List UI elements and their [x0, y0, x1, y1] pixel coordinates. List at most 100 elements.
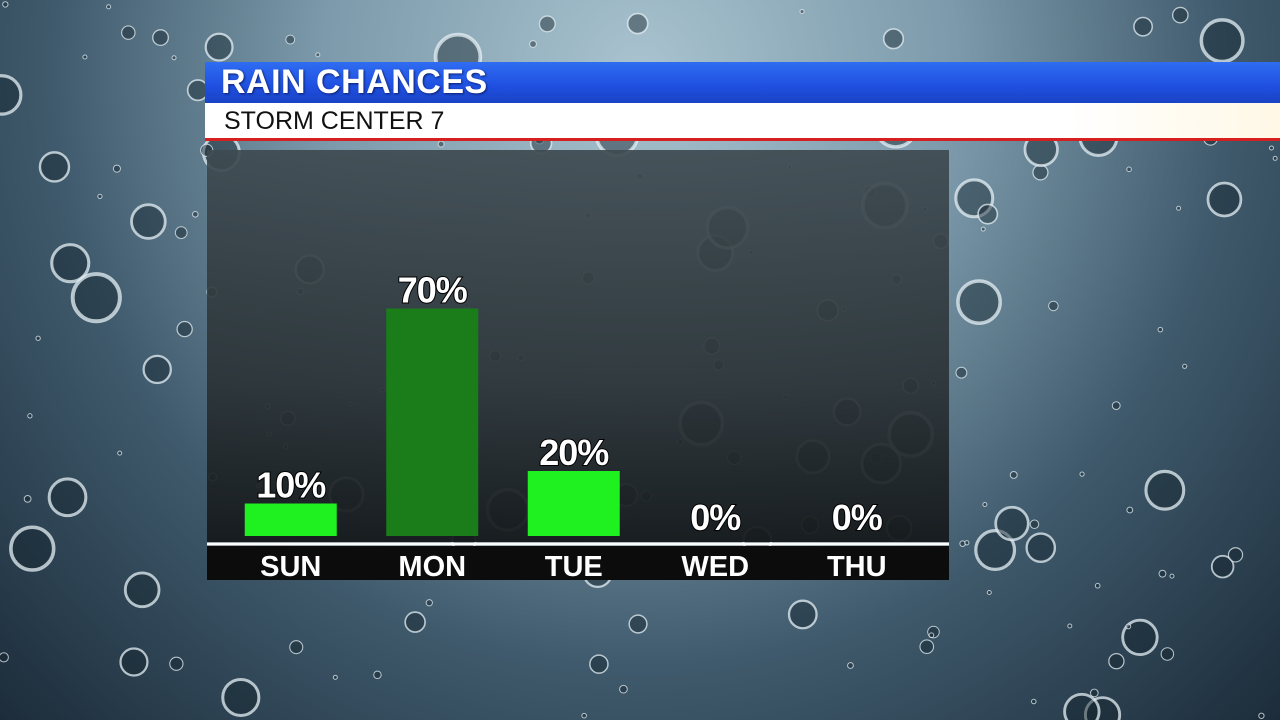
raindrop: [1009, 470, 1018, 479]
raindrop: [1108, 652, 1125, 670]
raindrop: [847, 662, 854, 669]
raindrop: [38, 151, 71, 183]
raindrop: [589, 654, 609, 674]
raindrop: [1206, 181, 1243, 218]
raindrop: [787, 599, 818, 630]
raindrop: [152, 29, 169, 46]
raindrop: [82, 54, 88, 60]
header-bar: [205, 62, 1280, 103]
raindrop: [1227, 547, 1244, 563]
value-label: 0%: [832, 497, 883, 538]
bar: [386, 308, 479, 536]
raindrop: [437, 140, 445, 148]
raindrop: [619, 684, 628, 694]
raindrop: [1126, 506, 1134, 514]
raindrop: [315, 52, 321, 58]
bar: [244, 503, 337, 536]
raindrop: [191, 210, 199, 218]
raindrop: [964, 540, 970, 546]
raindrop: [130, 203, 167, 240]
raindrop: [1079, 471, 1085, 477]
raindrop: [529, 40, 537, 48]
raindrop: [628, 614, 648, 634]
raindrop: [285, 34, 296, 45]
raindrop: [1210, 554, 1235, 579]
raindrop: [117, 450, 123, 456]
raindrop: [1144, 469, 1186, 511]
raindrop: [106, 4, 112, 10]
raindrop: [112, 164, 121, 173]
raindrop: [1029, 519, 1040, 530]
raindrop: [47, 477, 88, 518]
raindrop: [332, 674, 338, 680]
raindrop: [1121, 618, 1159, 657]
raindrop: [581, 712, 587, 719]
raindrop: [123, 571, 161, 609]
raindrop: [1158, 569, 1167, 578]
raindrop: [1025, 532, 1057, 563]
raindrop: [982, 502, 988, 508]
raindrop: [1268, 145, 1274, 151]
raindrop: [1157, 326, 1164, 333]
raindrop: [70, 272, 122, 324]
chart-subtitle: STORM CENTER 7: [224, 107, 445, 135]
subheader-bar: [205, 103, 1280, 141]
raindrop: [35, 335, 41, 341]
x-tick-label: THU: [827, 551, 887, 583]
raindrop: [799, 8, 805, 15]
raindrop: [994, 505, 1030, 542]
raindrop: [1094, 582, 1101, 589]
raindrop: [974, 529, 1017, 572]
raindrop: [977, 203, 999, 225]
raindrop: [1063, 692, 1101, 720]
value-label: 70%: [398, 270, 468, 311]
raindrop: [9, 525, 56, 572]
raindrop: [954, 178, 995, 219]
raindrop: [142, 354, 172, 385]
raindrop: [1176, 205, 1182, 211]
chart-title: RAIN CHANCES: [221, 63, 488, 101]
raindrop: [1067, 623, 1073, 629]
raindrop: [626, 12, 649, 35]
raindrop: [1199, 18, 1245, 64]
raindrop: [928, 632, 935, 639]
raindrop: [955, 366, 968, 379]
raindrop: [1171, 6, 1189, 24]
raindrop: [97, 193, 103, 199]
raindrop: [1031, 698, 1037, 705]
x-tick-label: TUE: [545, 551, 603, 583]
raindrop: [23, 494, 32, 503]
raindrop: [882, 28, 905, 50]
raindrop: [959, 540, 966, 547]
raindrop: [221, 677, 261, 718]
raindrop: [1272, 155, 1278, 161]
value-label: 10%: [256, 465, 326, 506]
raindrop: [1133, 16, 1153, 37]
raindrop: [169, 656, 184, 671]
raindrop: [0, 74, 23, 116]
raindrop: [986, 589, 992, 595]
value-label: 0%: [690, 497, 741, 538]
raindrop: [289, 640, 304, 655]
raindrop: [1083, 696, 1122, 720]
bar: [527, 471, 620, 536]
raindrop: [373, 670, 382, 680]
raindrop: [1125, 623, 1132, 630]
raindrop: [0, 652, 9, 663]
raindrop: [919, 639, 935, 655]
raindrop: [1048, 300, 1059, 312]
raindrop: [404, 611, 426, 633]
raindrop: [1089, 688, 1099, 698]
x-tick-label: WED: [681, 551, 749, 583]
raindrop: [980, 226, 986, 232]
raindrop: [171, 55, 177, 61]
raindrop: [1258, 712, 1265, 719]
raindrop: [956, 279, 1002, 325]
raindrop: [204, 32, 234, 62]
raindrop: [2, 1, 9, 8]
raindrop: [1126, 166, 1132, 173]
raindrop: [425, 599, 433, 607]
raindrop: [27, 413, 33, 419]
raindrop: [538, 15, 556, 33]
